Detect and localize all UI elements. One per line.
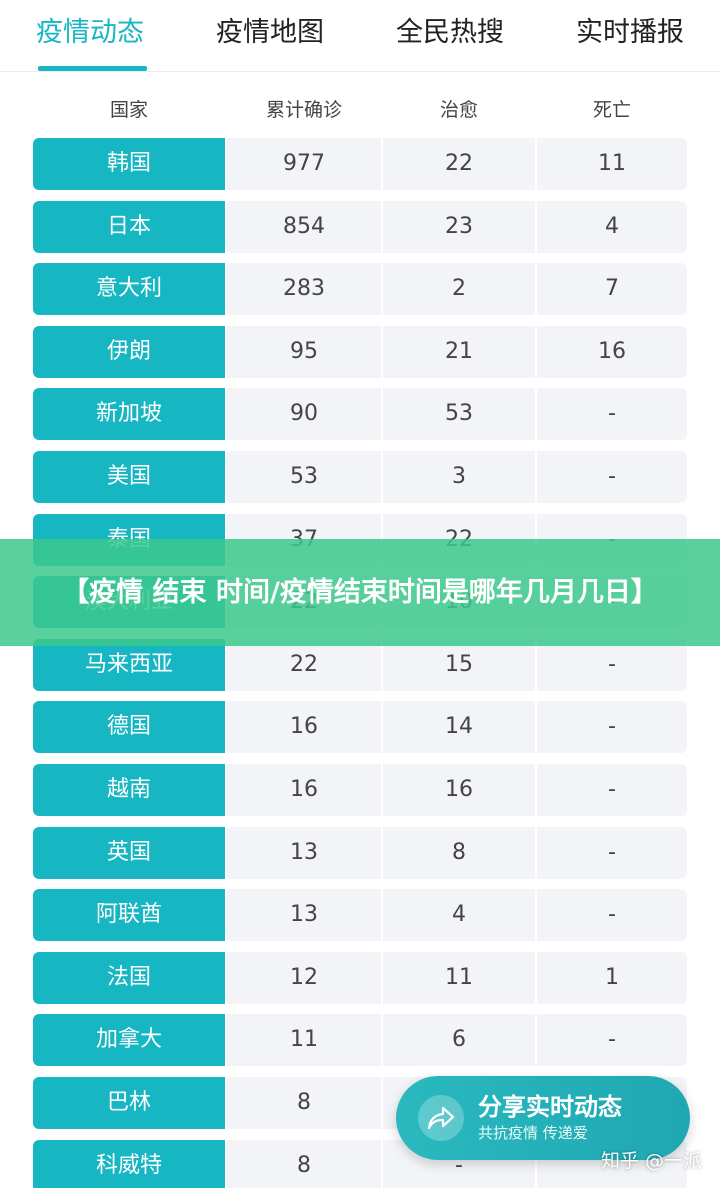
cell-recovered: 6 [383,1014,535,1067]
cell-deaths: - [537,763,687,816]
tab-live-report[interactable]: 实时播报 [576,17,684,48]
cell-recovered: 23 [383,200,535,253]
cell-country: 加拿大 [33,1014,225,1067]
cell-country: 日本 [33,200,225,253]
table-header: 国家 累计确诊 治愈 死亡 [33,86,687,134]
cell-country: 巴林 [33,1076,225,1129]
table-row: 新加坡 90 53- [33,388,687,441]
share-title: 分享实时动态 [478,1093,622,1121]
cell-deaths: 1 [537,951,687,1004]
table-row: 阿联酋 13 4- [33,889,687,942]
cell-recovered: 2 [383,263,535,316]
cell-confirmed: 12 [227,951,381,1004]
cell-recovered: 3 [383,450,535,503]
table-row: 加拿大 11 6- [33,1014,687,1067]
cell-country: 阿联酋 [33,889,225,942]
cell-country: 英国 [33,826,225,879]
banner-title: 【疫情 结束 时间/疫情结束时间是哪年几月几日】 [62,576,658,608]
share-live-button[interactable]: 分享实时动态 共抗疫情 传递爱 [396,1076,690,1160]
cell-recovered: 8 [383,826,535,879]
table-row: 韩国 977 22 11 [33,138,687,190]
table-row: 意大利 283 2 7 [33,263,687,316]
header-recovered: 治愈 [439,99,478,121]
cell-deaths: - [537,826,687,879]
header-country: 国家 [109,99,148,121]
cell-confirmed: 977 [227,138,381,190]
cell-recovered: 53 [383,388,535,441]
cell-deaths: - [537,450,687,503]
table-row: 越南 16 16- [33,763,687,816]
cell-country: 法国 [33,951,225,1004]
table-row: 法国 12 11 1 [33,951,687,1004]
cell-country: 伊朗 [33,325,225,378]
cell-deaths: - [537,388,687,441]
cell-country: 美国 [33,450,225,503]
cell-country: 韩国 [33,138,225,190]
cell-recovered: 11 [383,951,535,1004]
header-confirmed: 累计确诊 [265,99,342,121]
header-deaths: 死亡 [592,99,631,121]
cell-deaths: - [537,889,687,942]
cell-country: 意大利 [33,263,225,316]
cell-recovered: 15 [383,638,535,691]
zhihu-watermark: 知乎 @一派 [600,1150,702,1172]
share-subtitle: 共抗疫情 传递爱 [478,1124,588,1142]
cell-confirmed: 95 [227,325,381,378]
table-row: 德国 16 14- [33,701,687,754]
cell-confirmed: 90 [227,388,381,441]
tab-epidemic-news[interactable]: 疫情动态 [0,0,180,71]
cell-confirmed: 53 [227,450,381,503]
cell-confirmed: 13 [227,826,381,879]
cell-country: 科威特 [33,1139,225,1188]
tab-hot-search[interactable]: 全民热搜 [396,17,504,48]
cell-country: 德国 [33,701,225,754]
cell-country: 越南 [33,763,225,816]
cell-deaths: 11 [537,138,687,190]
table-row: 美国 53 3- [33,450,687,503]
cell-deaths: 16 [537,325,687,378]
cell-confirmed: 8 [227,1139,381,1188]
cell-confirmed: 16 [227,763,381,816]
cell-confirmed: 22 [227,638,381,691]
table-row: 日本 854 23 4 [33,200,687,253]
cell-confirmed: 11 [227,1014,381,1067]
title-banner: 【疫情 结束 时间/疫情结束时间是哪年几月几日】 [0,539,720,646]
cell-recovered: 16 [383,763,535,816]
tab-epidemic-map[interactable]: 疫情地图 [216,17,324,48]
cell-confirmed: 13 [227,889,381,942]
cell-deaths: - [537,1014,687,1067]
cell-confirmed: 854 [227,200,381,253]
table-row: 马来西亚 22 15- [33,638,687,691]
cell-confirmed: 283 [227,263,381,316]
top-tab-bar: 疫情动态 疫情地图 全民热搜 实时播报 [0,0,720,72]
cell-recovered: 22 [383,138,535,190]
share-arrow-icon [418,1095,464,1141]
cell-country: 马来西亚 [33,638,225,691]
table-row: 伊朗 95 21 16 [33,325,687,378]
cell-confirmed: 16 [227,701,381,754]
country-table: 韩国 977 22 11 日本 854 23 4 意大利 283 2 7 伊朗 95 21 16 新加坡 90 53… [33,138,687,1188]
cell-deaths: - [537,638,687,691]
cell-deaths: 7 [537,263,687,316]
cell-country: 新加坡 [33,388,225,441]
table-row: 英国 13 8- [33,826,687,879]
cell-confirmed: 8 [227,1076,381,1129]
cell-recovered: 4 [383,889,535,942]
cell-deaths: 4 [537,200,687,253]
cell-recovered: 21 [383,325,535,378]
cell-recovered: 14 [383,701,535,754]
cell-deaths: - [537,701,687,754]
